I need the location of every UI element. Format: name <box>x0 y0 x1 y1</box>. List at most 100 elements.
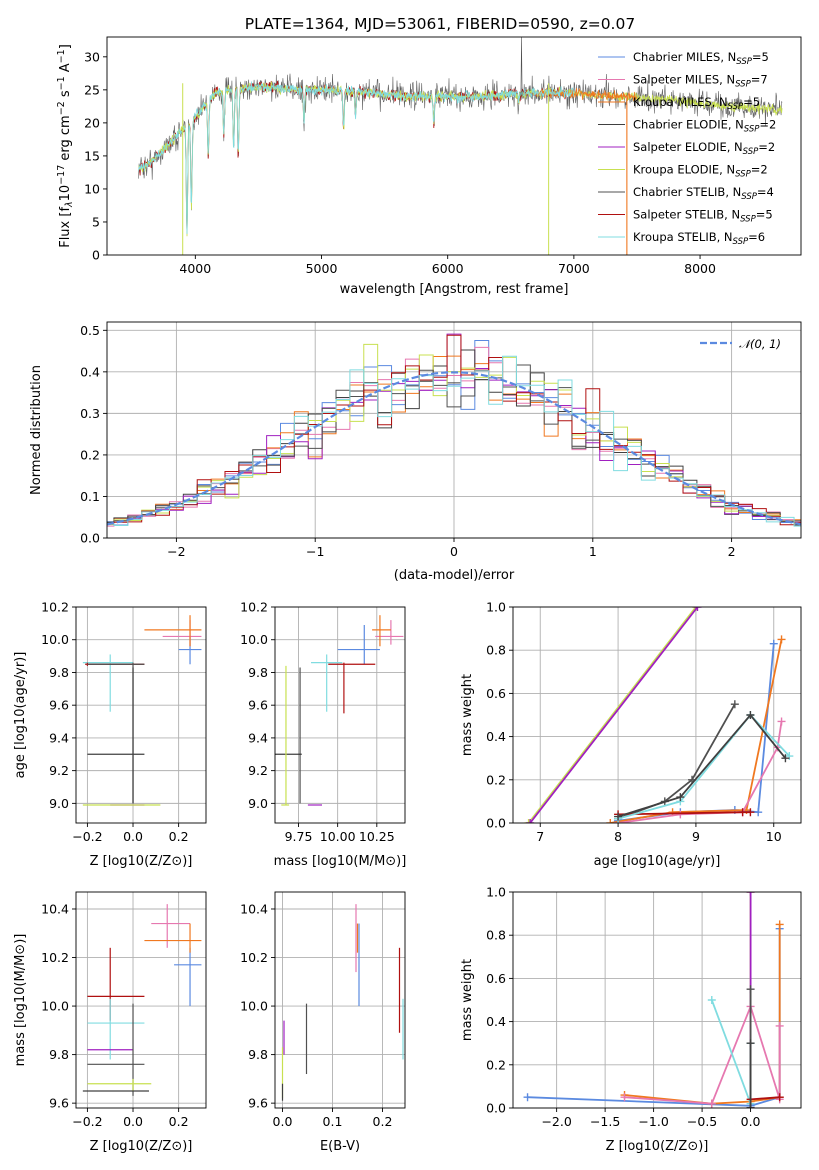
chart-residuals: −2 −1 0 1 2 0.0 0.1 0.2 0.3 0.4 0.5 (data-model)/er… <box>29 321 802 583</box>
y-tick-label: 9.2 <box>49 763 69 778</box>
legend-label: Chabrier ELODIE, NSSP=2 <box>633 118 776 135</box>
legend-count: =2 <box>758 140 775 154</box>
plot-area <box>138 37 783 255</box>
y-tick-label: 10.2 <box>41 950 69 965</box>
axes-frame <box>106 36 802 256</box>
x-tick-label: 0.2 <box>169 829 189 844</box>
y-tick-label: 10.0 <box>240 999 268 1014</box>
spectrum-kroupa-elodie <box>138 81 783 237</box>
spectrum-kroupa-stelib <box>138 81 574 235</box>
y-axis-label: age [log10(age/yr)] <box>13 652 28 779</box>
y-tick-label: 30 <box>84 49 100 64</box>
x-tick-label: 5000 <box>306 261 338 276</box>
y-tick-label: 9.0 <box>49 796 69 811</box>
y-tick-label: 0.5 <box>80 323 100 338</box>
axes-frame <box>512 891 802 1109</box>
y-tick-label: 0.2 <box>80 447 100 462</box>
y-tick-label: 0.4 <box>80 364 100 379</box>
x-tick-label: 10 <box>766 829 782 844</box>
legend-label: Salpeter STELIB, NSSP=5 <box>633 208 773 225</box>
emission-spike <box>520 37 523 97</box>
x-tick-label: 0.1 <box>323 1114 343 1129</box>
x-axis-label: mass [log10(M/M⊙)] <box>274 854 407 869</box>
y-tick-label: 9.6 <box>49 1096 69 1111</box>
y-tick-label: 0.0 <box>80 531 100 546</box>
y-axis-label-part: ] <box>58 44 73 49</box>
series-salpeter-elodie <box>526 607 702 823</box>
series-marker <box>777 717 786 726</box>
y-tick-label: 10 <box>84 181 100 196</box>
legend-subscript: SSP <box>728 102 744 112</box>
series-marker <box>781 754 790 763</box>
series-marker <box>777 635 786 644</box>
errorbar-kroupa-elodie <box>281 665 290 806</box>
y-axis-label-part: Flux [f <box>58 207 73 248</box>
series-marker <box>775 920 784 929</box>
plot-area <box>281 904 404 1101</box>
legend-label: Chabrier STELIB, NSSP=4 <box>633 185 774 202</box>
x-tick-label: 0.2 <box>169 1114 189 1129</box>
x-axis-label: (data-model)/error <box>394 568 515 583</box>
series-marker <box>775 1093 784 1102</box>
series-marker <box>620 1093 629 1102</box>
x-tick-label: 7000 <box>558 261 590 276</box>
y-axis-label-part: A <box>58 63 73 76</box>
y-tick-label: 9.8 <box>248 665 268 680</box>
y-tick-label: 0.6 <box>486 686 506 701</box>
x-tick-label: 10.25 <box>359 829 395 844</box>
y-tick-label: 9.6 <box>248 698 268 713</box>
series-chabrier-stelib <box>614 700 739 823</box>
grid <box>275 606 405 823</box>
series-marker <box>524 819 533 823</box>
histogram-kroupa-stelib <box>107 355 801 527</box>
chart-age_vs_Z: −0.2 0.0 0.2 9.0 9.2 9.4 9.6 9.8 10.0 10.2 Z [log1… <box>13 600 207 869</box>
series-marker <box>746 1104 755 1108</box>
y-tick-label: 0.8 <box>486 643 506 658</box>
y-tick-label: 1.0 <box>486 885 506 900</box>
series-line <box>617 713 790 820</box>
series-marker <box>746 985 755 994</box>
grid <box>76 606 206 823</box>
y-tick-label: 10.0 <box>41 632 69 647</box>
series-salpeter-stelib <box>614 808 755 819</box>
legend-subscript: SSP <box>741 192 757 202</box>
y-tick-label: 0.4 <box>486 1014 506 1029</box>
y-tick-label: 0.2 <box>486 1057 506 1072</box>
plot-area <box>275 615 404 806</box>
chart-mass_vs_ebv: 0.0 0.1 0.2 9.6 9.8 10.0 10.2 10.4 E(B-V) <box>240 891 406 1154</box>
legend-count: =6 <box>748 230 765 244</box>
axes-frame <box>75 891 207 1109</box>
grid <box>513 891 801 1109</box>
series-marker <box>606 819 615 823</box>
errorbar-kroupa-elodie <box>87 1078 152 1092</box>
x-tick-label: −0.2 <box>72 1114 102 1129</box>
x-tick-label: −2.0 <box>541 1114 571 1129</box>
series-marker <box>746 1039 755 1048</box>
x-tick-label: 8 <box>614 829 622 844</box>
errorbar-chabrier-miles <box>337 625 380 665</box>
y-axis-label-part: s <box>58 90 73 101</box>
x-tick-label: 0.0 <box>273 1114 293 1129</box>
series-marker <box>707 996 716 1004</box>
x-tick-label: 0.0 <box>123 1114 143 1129</box>
y-tick-label: 5 <box>92 214 100 229</box>
series-marker <box>754 808 763 817</box>
axes-frame <box>75 606 207 824</box>
y-tick-label: 0 <box>92 248 100 263</box>
y-tick-label: 9.6 <box>49 698 69 713</box>
legend-count: =4 <box>757 185 774 199</box>
chart-spectrum: 4000 5000 6000 7000 8000 0 5 10 15 20 25 30 waveleng… <box>56 36 802 297</box>
y-tick-label: 0.0 <box>486 816 506 831</box>
legend-label: Kroupa MILES, NSSP=5 <box>633 95 760 112</box>
series-marker <box>676 793 685 802</box>
legend-count: =2 <box>751 163 768 177</box>
x-tick-label: −0.5 <box>687 1114 717 1129</box>
y-axis-label-part: −1 <box>56 76 67 90</box>
legend-count: =5 <box>756 208 773 222</box>
series-marker <box>746 711 755 719</box>
y-axis-label-part: 10 <box>58 185 73 202</box>
y-axis-label-part: −17 <box>56 165 67 185</box>
errorbar-chabrier-miles <box>174 947 202 1007</box>
legend-subscript: SSP <box>735 80 751 90</box>
plot-area <box>523 892 784 1108</box>
